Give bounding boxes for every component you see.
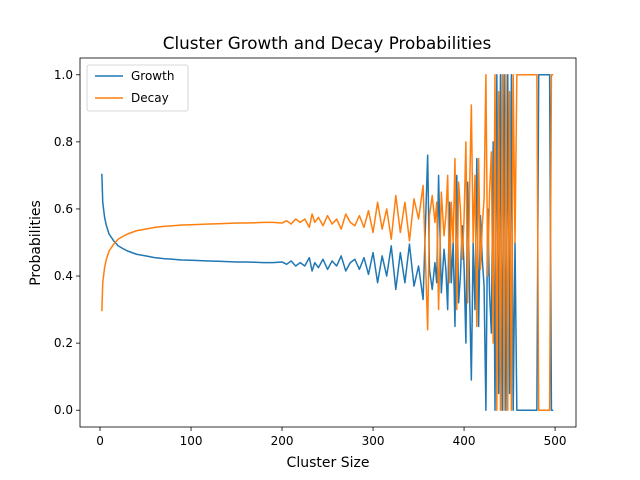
legend-label-growth: Growth [131,69,174,83]
x-tick-label: 100 [180,434,203,448]
legend: Growth Decay [86,64,189,112]
y-tick-label: 0.4 [54,269,73,283]
x-tick-label: 400 [453,434,476,448]
y-axis-label: Probabilities [28,200,44,286]
series-layer [101,74,554,411]
x-tick-label: 300 [362,434,385,448]
y-axis: 0.0 0.2 0.4 0.6 0.8 1.0 [54,68,80,417]
y-tick-label: 0.2 [54,336,73,350]
y-tick-label: 0.0 [54,403,73,417]
x-tick-label: 0 [96,434,104,448]
x-axis-label: Cluster Size [287,455,370,471]
y-tick-label: 0.8 [54,135,73,149]
axes-frame [79,57,577,428]
legend-label-decay: Decay [131,91,169,105]
x-tick-label: 200 [271,434,294,448]
plot-area [79,57,577,428]
chart-title: Cluster Growth and Decay Probabilities [163,33,491,53]
y-tick-label: 0.6 [54,202,73,216]
y-tick-label: 1.0 [54,68,73,82]
x-tick-label: 500 [544,434,567,448]
series-line-decay [101,74,554,411]
x-axis: 0 100 200 300 400 500 [96,427,567,448]
